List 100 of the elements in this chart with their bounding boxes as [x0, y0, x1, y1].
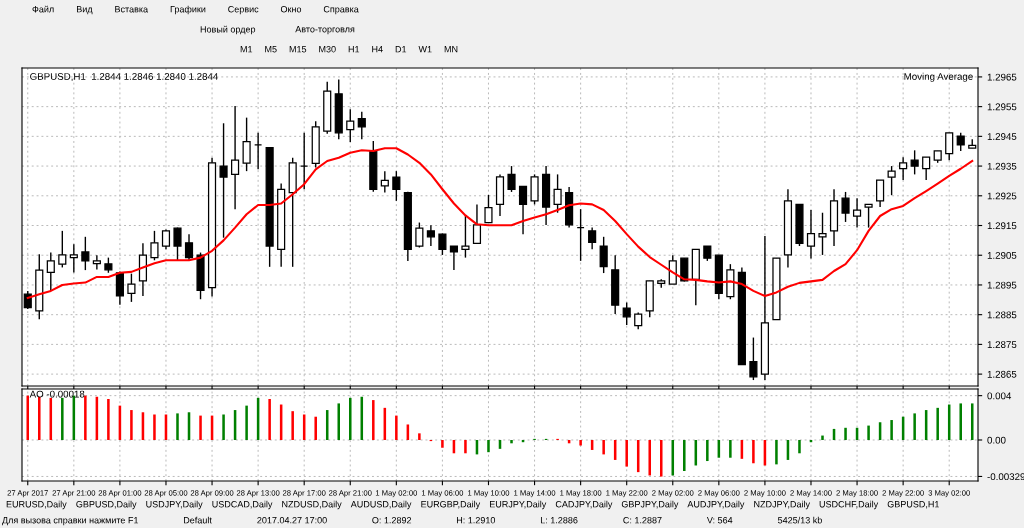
bar: [349, 397, 352, 440]
y-tick-label: 1.2925: [987, 192, 1017, 200]
y-tick-label: 1.2945: [987, 133, 1017, 140]
bar: [683, 439, 686, 472]
bar: [395, 415, 398, 440]
candlestick: [553, 173, 562, 214]
text: EURUSD,Daily: [6, 500, 67, 510]
bar: [659, 439, 663, 477]
text: 5425/13 kb: [777, 516, 822, 524]
candlestick: [876, 179, 885, 208]
text: L: 1.2886: [540, 517, 578, 524]
text: D1: [395, 46, 407, 53]
text: Авто-торговля: [295, 26, 355, 35]
candlestick: [242, 116, 251, 172]
y-tick-label: 0.004: [987, 392, 1012, 400]
y-tick-label: 1.2905: [987, 251, 1017, 259]
candlestick: [622, 301, 631, 326]
bar: [602, 439, 605, 455]
candlestick: [806, 209, 816, 260]
bar: [487, 439, 490, 453]
candlestick: [58, 230, 67, 269]
text: AUDUSD,Daily: [350, 500, 412, 510]
candlestick: [231, 105, 240, 210]
bar: [314, 416, 317, 440]
candlestick: [346, 108, 355, 143]
text: M30: [319, 46, 336, 53]
candlestick: [115, 270, 124, 306]
bar: [418, 433, 421, 440]
candlestick: [357, 110, 366, 141]
bar: [176, 413, 179, 440]
y-tick-label: 1.2885: [987, 311, 1017, 319]
text: O: 1.2892: [372, 517, 412, 524]
candlestick: [461, 215, 470, 259]
candlestick: [484, 194, 493, 224]
text: H1: [348, 46, 360, 53]
y-tick-label: 1.2895: [987, 281, 1017, 289]
text: Справка: [323, 6, 359, 15]
candlestick: [945, 132, 954, 161]
bar: [26, 395, 30, 440]
candlestick: [150, 230, 159, 261]
text: GBPUSD,Daily: [76, 500, 137, 510]
text: 2017.04.27 17:00: [257, 517, 327, 524]
text: GBPUSD,H1: [887, 501, 939, 509]
y-tick-label: 1.2935: [987, 162, 1017, 170]
candlestick: [899, 156, 908, 181]
bar: [222, 414, 225, 440]
text: H4: [372, 46, 383, 53]
y-tick-label: 0.00: [987, 436, 1006, 444]
chart-title: GBPUSD,H1 1.2844 1.2846 1.2840 1.2844: [30, 73, 218, 82]
bar: [38, 396, 41, 440]
bar: [648, 439, 651, 476]
candlestick: [818, 212, 827, 256]
bar: [867, 425, 870, 440]
bar: [798, 439, 801, 454]
bar: [959, 403, 962, 440]
text: V: 564: [706, 517, 733, 524]
candlestick: [127, 272, 136, 303]
text: M15: [289, 46, 307, 53]
bar: [441, 439, 444, 448]
chart-title: AO -0.00018: [29, 390, 85, 398]
candlestick: [81, 236, 90, 271]
bar: [372, 400, 375, 440]
candlestick: [173, 226, 182, 261]
y-tick-label: 1.2875: [987, 341, 1017, 349]
candlestick: [438, 232, 447, 256]
bar: [821, 435, 824, 440]
candlestick: [507, 165, 516, 193]
text: M5: [265, 46, 277, 53]
bar: [291, 411, 294, 440]
candlestick: [956, 132, 965, 152]
text: EURGBP,Daily: [421, 500, 481, 510]
text: NZDJPY,Daily: [754, 500, 811, 510]
y-tick-label: 1.2915: [987, 222, 1017, 230]
text: USDCHF,Daily: [819, 500, 879, 510]
text: C: 1.2887: [623, 517, 662, 524]
candlestick: [852, 197, 862, 229]
candlestick: [392, 170, 401, 202]
text: Графики: [170, 5, 206, 15]
bar: [936, 407, 939, 440]
text: M1: [240, 46, 253, 53]
bar: [61, 397, 64, 440]
bar: [913, 413, 916, 440]
text: Default: [183, 516, 212, 524]
candlestick: [426, 224, 435, 247]
bar: [199, 415, 202, 440]
bar: [337, 403, 341, 440]
y-tick-label: 1.2865: [987, 370, 1017, 378]
text: Вид: [76, 6, 93, 15]
text: EURJPY,Daily: [489, 500, 547, 510]
bar: [890, 420, 893, 440]
y-tick-label: 1.2965: [987, 73, 1017, 81]
text: MN: [444, 46, 458, 53]
text: NZDUSD,Daily: [282, 500, 342, 510]
text: Файл: [32, 5, 54, 13]
candlestick: [864, 203, 873, 229]
annotation: Moving Average: [904, 72, 973, 82]
candlestick: [910, 149, 919, 176]
candlestick: [922, 156, 931, 181]
candlestick: [749, 336, 758, 381]
text: Сервис: [228, 6, 259, 15]
